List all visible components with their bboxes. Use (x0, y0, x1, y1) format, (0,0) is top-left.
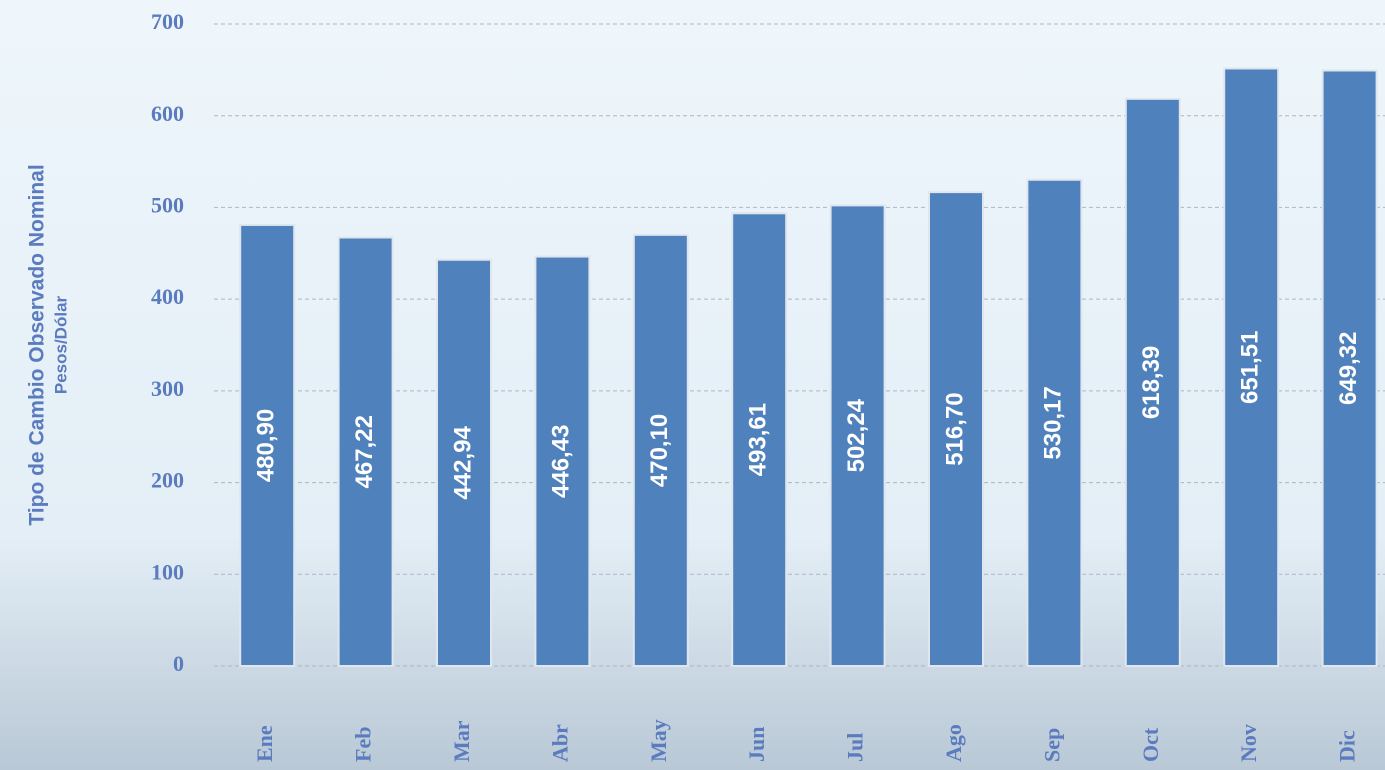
data-label: 480,90 (253, 409, 280, 482)
y-tick-label: 0 (173, 651, 184, 676)
bar (1026, 178, 1083, 668)
data-label: 530,17 (1040, 386, 1067, 459)
bar (1321, 69, 1378, 668)
bar (534, 255, 591, 667)
x-tick-label: Ene (252, 725, 277, 762)
x-tick-label: Mar (449, 720, 474, 762)
y-tick-label: 600 (151, 101, 184, 126)
data-label: 618,39 (1138, 346, 1165, 419)
y-tick-label: 400 (151, 284, 184, 309)
x-tick-label: Dic (1335, 730, 1360, 762)
data-label: 651,51 (1237, 331, 1264, 404)
data-label: 467,22 (351, 415, 378, 488)
data-label: 470,10 (646, 414, 673, 487)
y-tick-label: 100 (151, 559, 184, 584)
bar (928, 191, 984, 668)
data-label: 502,24 (843, 398, 870, 472)
x-tick-label: Oct (1138, 727, 1163, 762)
y-tick-label: 300 (151, 376, 184, 401)
bar (829, 204, 886, 667)
y-axis-title: Tipo de Cambio Observado Nominal (26, 164, 49, 525)
bar (1223, 67, 1280, 668)
data-label: 516,70 (941, 392, 968, 465)
x-tick-label: May (646, 719, 671, 762)
x-tick-label: Jun (744, 727, 769, 762)
x-tick-label: Sep (1039, 728, 1064, 762)
data-label: 493,61 (745, 403, 772, 476)
bar (1124, 97, 1181, 668)
data-label: 649,32 (1335, 332, 1362, 405)
bar (632, 233, 689, 667)
bar (239, 223, 296, 667)
x-tick-label: Ago (941, 724, 966, 762)
data-label: 442,94 (449, 426, 476, 500)
x-tick-label: Jul (843, 733, 868, 762)
x-tick-label: Abr (547, 724, 572, 762)
x-tick-label: Feb (351, 727, 376, 762)
y-tick-label: 200 (151, 468, 184, 493)
bar (337, 236, 394, 667)
y-tick-label: 500 (151, 192, 184, 217)
x-tick-label: Nov (1236, 724, 1261, 762)
bar (436, 258, 492, 667)
y-tick-label: 700 (151, 9, 184, 34)
bar (731, 212, 788, 667)
data-label: 446,43 (548, 425, 575, 498)
y-axis-subtitle: Pesos/Dólar (51, 295, 70, 394)
